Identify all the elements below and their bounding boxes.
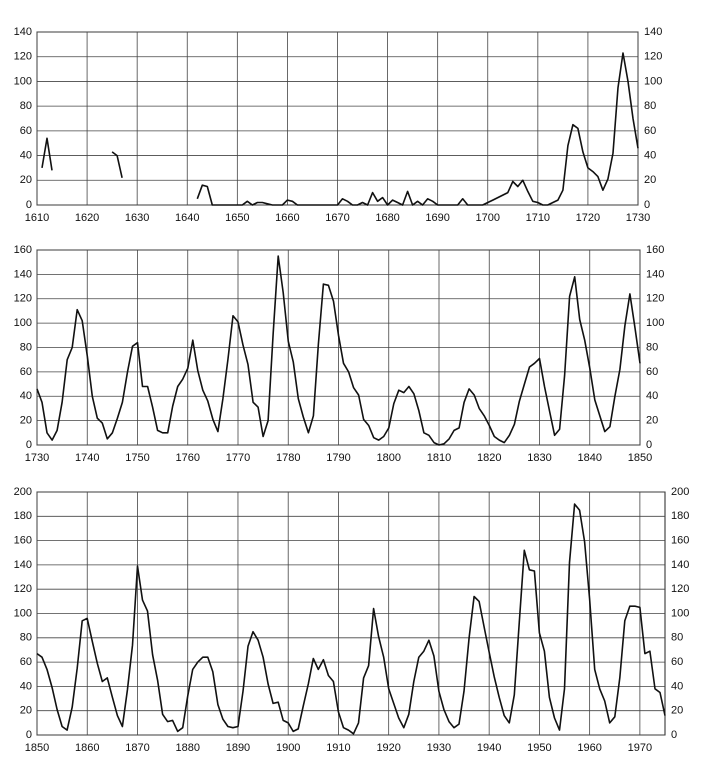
y-tick-label: 180: [14, 510, 32, 522]
y2-tick-label: 80: [646, 341, 658, 353]
x-tick-label: 1730: [626, 212, 650, 224]
y-tick-label: 0: [26, 439, 32, 451]
x-tick-label: 1960: [577, 742, 601, 754]
x-tick-label: 1630: [125, 212, 149, 224]
x-tick-label: 1610: [25, 212, 49, 224]
x-tick-label: 1750: [125, 452, 149, 464]
x-tick-label: 1780: [276, 452, 300, 464]
x-tick-label: 1660: [275, 212, 299, 224]
x-tick-label: 1830: [527, 452, 551, 464]
y-tick-label: 60: [20, 656, 32, 668]
y2-tick-label: 60: [671, 656, 683, 668]
y-tick-label: 60: [20, 125, 32, 137]
y2-tick-label: 140: [671, 559, 689, 571]
y-tick-label: 20: [20, 174, 32, 186]
x-tick-label: 1880: [175, 742, 199, 754]
x-tick-label: 1890: [226, 742, 250, 754]
y2-tick-label: 40: [671, 680, 683, 692]
y-tick-label: 40: [20, 680, 32, 692]
y2-tick-label: 60: [644, 125, 656, 137]
y2-tick-label: 120: [646, 293, 664, 305]
series-line: [36, 255, 641, 446]
y2-tick-label: 80: [671, 632, 683, 644]
y2-tick-label: 140: [644, 26, 662, 38]
y-tick-label: 60: [20, 366, 32, 378]
y2-tick-label: 0: [644, 199, 650, 211]
y-tick-label: 100: [14, 317, 32, 329]
y-tick-label: 20: [20, 415, 32, 427]
y-tick-label: 120: [14, 51, 32, 63]
x-tick-label: 1950: [527, 742, 551, 754]
y-tick-label: 80: [20, 100, 32, 112]
x-tick-label: 1850: [628, 452, 652, 464]
y2-tick-label: 20: [644, 174, 656, 186]
x-tick-label: 1930: [427, 742, 451, 754]
y-tick-label: 40: [20, 149, 32, 161]
y-tick-label: 120: [14, 293, 32, 305]
x-tick-label: 1640: [175, 212, 199, 224]
x-tick-label: 1740: [75, 452, 99, 464]
x-tick-label: 1860: [75, 742, 99, 754]
x-tick-label: 1820: [477, 452, 501, 464]
x-tick-label: 1650: [225, 212, 249, 224]
y-tick-label: 100: [14, 75, 32, 87]
x-tick-label: 1730: [25, 452, 49, 464]
y-tick-label: 160: [14, 535, 32, 547]
y2-tick-label: 40: [646, 390, 658, 402]
y2-tick-label: 20: [671, 705, 683, 717]
y2-tick-label: 120: [644, 51, 662, 63]
x-tick-label: 1920: [376, 742, 400, 754]
y-tick-label: 140: [14, 559, 32, 571]
y2-tick-label: 40: [644, 149, 656, 161]
y2-tick-label: 0: [671, 729, 677, 741]
x-tick-label: 1680: [375, 212, 399, 224]
y2-tick-label: 200: [671, 486, 689, 498]
x-tick-label: 1940: [477, 742, 501, 754]
y-tick-label: 0: [26, 199, 32, 211]
x-tick-label: 1970: [628, 742, 652, 754]
x-tick-label: 1800: [377, 452, 401, 464]
y-tick-label: 80: [20, 341, 32, 353]
x-tick-label: 1720: [576, 212, 600, 224]
x-tick-label: 1690: [425, 212, 449, 224]
x-tick-label: 1710: [526, 212, 550, 224]
y2-tick-label: 160: [646, 244, 664, 256]
y-tick-label: 140: [14, 26, 32, 38]
y2-tick-label: 100: [644, 75, 662, 87]
x-tick-label: 1840: [578, 452, 602, 464]
y2-tick-label: 180: [671, 510, 689, 522]
y-tick-label: 0: [26, 729, 32, 741]
x-tick-label: 1900: [276, 742, 300, 754]
y2-tick-label: 20: [646, 415, 658, 427]
x-tick-label: 1670: [325, 212, 349, 224]
x-tick-label: 1700: [476, 212, 500, 224]
y-tick-label: 160: [14, 244, 32, 256]
y2-tick-label: 0: [646, 439, 652, 451]
x-tick-label: 1760: [176, 452, 200, 464]
y2-tick-label: 140: [646, 268, 664, 280]
y-tick-label: 120: [14, 583, 32, 595]
series-line: [41, 52, 639, 206]
x-tick-label: 1810: [427, 452, 451, 464]
y2-tick-label: 100: [646, 317, 664, 329]
y2-tick-label: 80: [644, 100, 656, 112]
y-tick-label: 20: [20, 705, 32, 717]
x-tick-label: 1850: [25, 742, 49, 754]
x-tick-label: 1910: [326, 742, 350, 754]
y2-tick-label: 160: [671, 535, 689, 547]
x-tick-label: 1790: [326, 452, 350, 464]
y-tick-label: 200: [14, 486, 32, 498]
y-tick-label: 100: [14, 607, 32, 619]
x-tick-label: 1870: [125, 742, 149, 754]
x-tick-label: 1620: [75, 212, 99, 224]
y-tick-label: 140: [14, 268, 32, 280]
y-tick-label: 80: [20, 632, 32, 644]
series-line: [36, 503, 666, 735]
y2-tick-label: 120: [671, 583, 689, 595]
x-tick-label: 1770: [226, 452, 250, 464]
y2-tick-label: 60: [646, 366, 658, 378]
y2-tick-label: 100: [671, 607, 689, 619]
y-tick-label: 40: [20, 390, 32, 402]
